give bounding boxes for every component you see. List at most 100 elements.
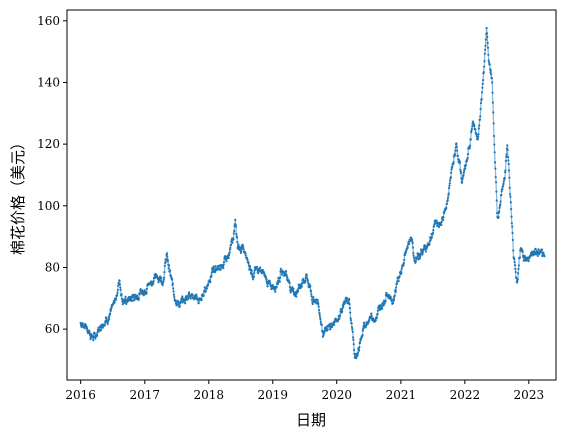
data-point xyxy=(540,248,544,251)
data-point xyxy=(121,303,124,306)
data-point xyxy=(172,287,175,290)
data-point xyxy=(511,231,514,235)
data-point xyxy=(125,302,128,305)
data-point xyxy=(394,289,397,292)
data-point xyxy=(483,60,486,63)
data-point xyxy=(307,281,310,285)
data-point xyxy=(118,283,122,286)
data-point xyxy=(349,319,353,322)
data-point xyxy=(477,133,480,136)
data-point xyxy=(157,281,160,284)
data-point xyxy=(446,196,450,199)
data-point xyxy=(489,71,492,74)
data-point xyxy=(512,249,515,252)
data-point xyxy=(175,304,179,307)
data-point xyxy=(447,194,450,197)
data-point xyxy=(152,280,155,283)
data-point xyxy=(456,149,459,152)
data-point xyxy=(402,262,405,265)
data-point xyxy=(494,167,497,170)
data-point xyxy=(506,148,509,152)
data-point xyxy=(264,275,267,278)
data-point xyxy=(284,270,288,273)
data-point xyxy=(235,236,239,239)
data-point xyxy=(163,271,166,274)
data-point xyxy=(116,294,119,297)
data-point xyxy=(145,291,148,294)
data-point xyxy=(473,124,476,128)
y-tick-label: 160 xyxy=(37,14,60,28)
data-point xyxy=(421,251,424,254)
data-point xyxy=(341,310,344,313)
data-point xyxy=(116,291,119,294)
data-point xyxy=(462,171,465,174)
data-point xyxy=(286,276,289,279)
data-point xyxy=(288,286,292,289)
data-point xyxy=(490,76,493,80)
data-point xyxy=(181,295,184,298)
data-point xyxy=(534,247,537,251)
data-point xyxy=(137,297,140,300)
data-point xyxy=(348,297,351,301)
data-point xyxy=(333,323,336,326)
data-point xyxy=(400,267,403,271)
data-point xyxy=(225,260,228,263)
data-point xyxy=(470,127,473,131)
data-point xyxy=(329,328,332,331)
data-point xyxy=(392,297,395,300)
data-point xyxy=(121,298,125,301)
x-tick-label: 2018 xyxy=(194,388,225,402)
data-point xyxy=(274,290,277,293)
data-point xyxy=(505,155,508,158)
data-point xyxy=(437,225,441,229)
data-point xyxy=(480,91,484,94)
data-point xyxy=(177,300,180,304)
data-point xyxy=(469,144,472,147)
data-point xyxy=(285,273,288,276)
data-point xyxy=(513,260,516,264)
data-point xyxy=(537,248,540,251)
data-point xyxy=(136,294,139,297)
data-point xyxy=(445,206,448,210)
data-point xyxy=(166,255,169,258)
data-point xyxy=(172,293,176,296)
data-point xyxy=(382,304,385,307)
data-point xyxy=(288,281,291,285)
data-point xyxy=(459,172,463,175)
data-point xyxy=(285,275,288,278)
data-point xyxy=(391,301,395,305)
data-point xyxy=(394,290,397,293)
data-point xyxy=(132,296,135,299)
data-point xyxy=(514,270,517,274)
data-point xyxy=(508,193,512,196)
data-point xyxy=(229,246,232,250)
data-point xyxy=(395,286,398,289)
data-point xyxy=(464,163,468,167)
data-point xyxy=(195,295,198,298)
data-point xyxy=(116,289,119,292)
data-point xyxy=(429,239,432,242)
data-point xyxy=(489,69,492,72)
data-point xyxy=(511,225,514,228)
data-point xyxy=(370,314,373,317)
data-point xyxy=(212,265,215,268)
data-point xyxy=(520,248,524,251)
data-point xyxy=(498,206,501,209)
data-point xyxy=(231,241,234,244)
data-point xyxy=(367,321,370,324)
data-point xyxy=(179,300,183,303)
data-point xyxy=(301,282,304,285)
data-point xyxy=(310,293,313,296)
data-point xyxy=(271,284,274,287)
y-tick-label: 80 xyxy=(45,260,60,274)
data-point xyxy=(493,161,497,164)
data-point xyxy=(88,330,91,333)
data-point xyxy=(521,250,524,253)
plot-frame xyxy=(66,9,557,381)
data-point xyxy=(498,210,501,213)
data-point xyxy=(309,290,313,293)
data-point xyxy=(319,320,322,324)
data-point xyxy=(85,327,89,330)
data-point xyxy=(499,200,502,203)
data-point xyxy=(511,238,514,242)
